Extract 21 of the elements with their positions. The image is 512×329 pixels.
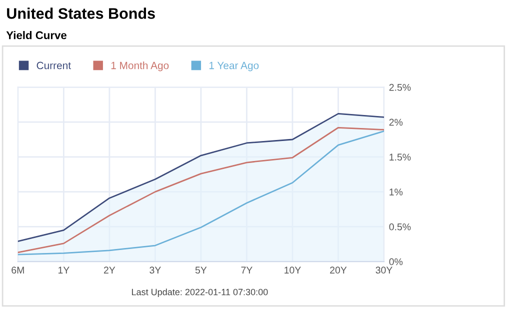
y-tick-label: 1% [390, 188, 403, 196]
x-tick-label: 7Y [241, 266, 252, 274]
legend-label: Current [36, 62, 71, 70]
text: Last Update: 2022-01-11 07:30:00 [132, 288, 268, 298]
x-tick-label: 2Y [104, 266, 116, 274]
x-tick-label: 30Y [376, 266, 392, 274]
x-tick-label: 10Y [284, 266, 301, 274]
legend-label: 1 Year Ago [209, 62, 259, 72]
legend-label: 1 Month Ago [111, 62, 169, 72]
y-tick-label: 1.5% [390, 154, 411, 161]
x-tick-label: 1Y [58, 266, 70, 274]
y-tick-label: 2% [389, 118, 403, 126]
y-tick-label: 2.5% [389, 84, 411, 91]
chart-subtitle: Yield Curve [6, 31, 66, 40]
x-tick-label: 3Y [150, 266, 161, 274]
x-tick-label: 5Y [195, 266, 207, 274]
x-tick-label: 6M [12, 266, 24, 274]
x-tick-label: 20Y [330, 266, 347, 274]
y-tick-label: 0.5% [389, 223, 411, 230]
y-tick-label: 0% [389, 258, 403, 266]
chart-title: United States Bonds [7, 8, 155, 19]
